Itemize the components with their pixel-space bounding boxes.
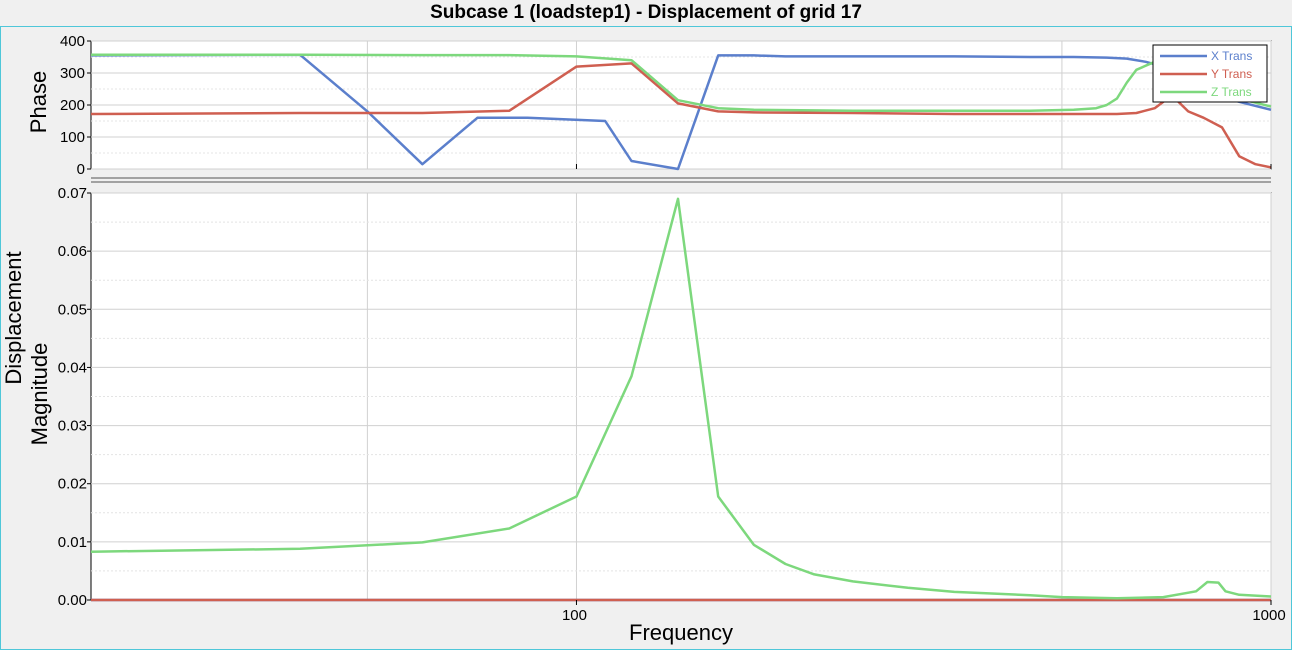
chart-title: Subcase 1 (loadstep1) - Displacement of … <box>430 2 862 23</box>
legend-label: Z Trans <box>1211 85 1252 99</box>
y-tick-label: 0.02 <box>58 476 87 493</box>
y-tick-label: 0.07 <box>58 185 87 202</box>
y-tick-label: 200 <box>60 97 85 114</box>
y-tick-label: 0.01 <box>58 534 87 551</box>
legend: X Trans Y Trans Z Trans <box>1152 44 1268 103</box>
x-tick-label: 100 <box>562 607 587 624</box>
y-tick-label: 100 <box>60 129 85 146</box>
x-axis-label: Frequency <box>629 620 733 645</box>
series-line-y-trans <box>90 62 1272 169</box>
magnitude-y-axis-label-line1: Displacement <box>1 251 26 384</box>
series-line-z-trans <box>90 197 1272 600</box>
legend-label: X Trans <box>1211 49 1252 63</box>
y-tick-label: 0 <box>77 161 85 178</box>
y-tick-label: 0.05 <box>58 301 87 318</box>
phase-y-axis-label: Phase <box>26 71 51 133</box>
magnitude-y-axis-label-line2: Magnitude <box>27 343 52 446</box>
y-tick-label: 0.06 <box>58 243 87 260</box>
y-tick-label: 0.03 <box>58 418 87 435</box>
y-tick-label: 400 <box>60 33 85 50</box>
phase-y-ticks: 0 100 200 300 400 <box>60 33 91 178</box>
x-tick-label: 1000 <box>1252 607 1285 624</box>
y-tick-label: 0.04 <box>58 359 87 376</box>
magnitude-series <box>90 197 1272 602</box>
y-tick-label: 300 <box>60 65 85 82</box>
magnitude-grid <box>91 192 1272 601</box>
x-ticks: 100 1000 <box>562 164 1286 624</box>
y-tick-label: 0.00 <box>58 592 87 609</box>
magnitude-y-ticks: 0.00 0.01 0.02 0.03 0.04 0.05 0.06 0.07 <box>58 185 91 609</box>
legend-label: Y Trans <box>1211 67 1252 81</box>
